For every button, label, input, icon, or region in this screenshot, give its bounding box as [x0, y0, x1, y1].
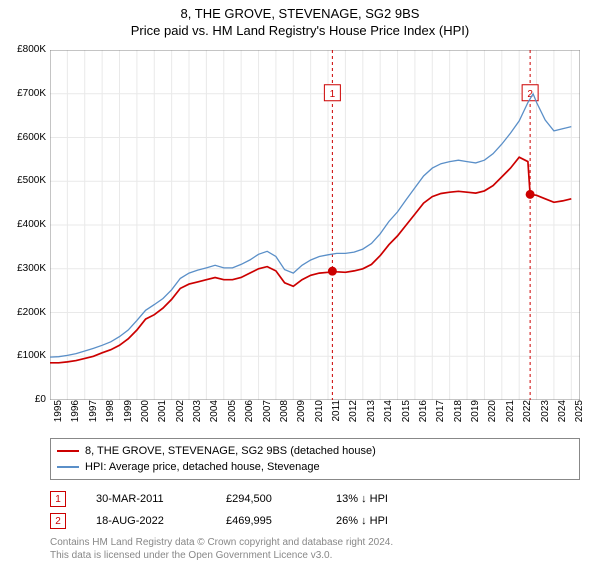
sale-date: 30-MAR-2011 [96, 493, 196, 505]
x-tick-label: 2004 [209, 400, 220, 430]
x-tick-label: 2024 [557, 400, 568, 430]
chart-container: 8, THE GROVE, STEVENAGE, SG2 9BS Price p… [0, 0, 600, 560]
legend-row-property: 8, THE GROVE, STEVENAGE, SG2 9BS (detach… [57, 443, 573, 459]
x-tick-label: 1997 [88, 400, 99, 430]
table-row: 2 18-AUG-2022 £469,995 26% ↓ HPI [50, 510, 580, 532]
sale-price: £469,995 [226, 515, 306, 527]
x-tick-label: 2014 [383, 400, 394, 430]
y-tick-label: £800K [2, 44, 46, 55]
sales-table: 1 30-MAR-2011 £294,500 13% ↓ HPI 2 18-AU… [50, 488, 580, 532]
x-tick-label: 1995 [53, 400, 64, 430]
title-subtitle: Price paid vs. HM Land Registry's House … [0, 21, 600, 38]
x-tick-label: 2023 [540, 400, 551, 430]
x-tick-label: 2019 [470, 400, 481, 430]
x-tick-label: 2005 [227, 400, 238, 430]
legend-and-table: 8, THE GROVE, STEVENAGE, SG2 9BS (detach… [50, 438, 580, 562]
x-tick-label: 2010 [314, 400, 325, 430]
x-tick-label: 2015 [401, 400, 412, 430]
sale-marker-badge: 2 [50, 513, 66, 529]
footer-line1: Contains HM Land Registry data © Crown c… [50, 536, 580, 549]
legend-box: 8, THE GROVE, STEVENAGE, SG2 9BS (detach… [50, 438, 580, 480]
footer-line2: This data is licensed under the Open Gov… [50, 549, 580, 562]
y-tick-label: £700K [2, 88, 46, 99]
chart-area: 12 [50, 50, 580, 400]
x-tick-label: 1998 [105, 400, 116, 430]
x-tick-label: 2007 [262, 400, 273, 430]
legend-label-property: 8, THE GROVE, STEVENAGE, SG2 9BS (detach… [85, 445, 376, 457]
y-tick-label: £500K [2, 175, 46, 186]
sale-price: £294,500 [226, 493, 306, 505]
x-tick-label: 2017 [435, 400, 446, 430]
x-tick-label: 2008 [279, 400, 290, 430]
title-address: 8, THE GROVE, STEVENAGE, SG2 9BS [0, 0, 600, 21]
sale-marker-badge: 1 [50, 491, 66, 507]
y-tick-label: £200K [2, 307, 46, 318]
x-tick-label: 2012 [348, 400, 359, 430]
legend-swatch-property [57, 450, 79, 452]
x-tick-label: 2022 [522, 400, 533, 430]
x-tick-label: 2020 [487, 400, 498, 430]
y-tick-label: £0 [2, 394, 46, 405]
legend-label-hpi: HPI: Average price, detached house, Stev… [85, 461, 320, 473]
x-tick-label: 2021 [505, 400, 516, 430]
x-tick-label: 2001 [157, 400, 168, 430]
x-tick-label: 2003 [192, 400, 203, 430]
sale-diff: 13% ↓ HPI [336, 493, 436, 505]
x-tick-label: 1996 [70, 400, 81, 430]
legend-row-hpi: HPI: Average price, detached house, Stev… [57, 459, 573, 475]
y-tick-label: £400K [2, 219, 46, 230]
x-tick-label: 2006 [244, 400, 255, 430]
x-tick-label: 2025 [574, 400, 585, 430]
x-tick-label: 2016 [418, 400, 429, 430]
table-row: 1 30-MAR-2011 £294,500 13% ↓ HPI [50, 488, 580, 510]
x-tick-label: 1999 [123, 400, 134, 430]
y-tick-label: £100K [2, 350, 46, 361]
y-tick-label: £300K [2, 263, 46, 274]
x-tick-label: 2000 [140, 400, 151, 430]
x-tick-label: 2013 [366, 400, 377, 430]
x-tick-label: 2002 [175, 400, 186, 430]
chart-svg: 12 [50, 50, 580, 400]
x-tick-label: 2018 [453, 400, 464, 430]
svg-text:1: 1 [330, 89, 336, 100]
footer-attribution: Contains HM Land Registry data © Crown c… [50, 536, 580, 562]
x-tick-label: 2009 [296, 400, 307, 430]
legend-swatch-hpi [57, 466, 79, 468]
sale-diff: 26% ↓ HPI [336, 515, 436, 527]
x-tick-label: 2011 [331, 400, 342, 430]
sale-date: 18-AUG-2022 [96, 515, 196, 527]
y-tick-label: £600K [2, 132, 46, 143]
